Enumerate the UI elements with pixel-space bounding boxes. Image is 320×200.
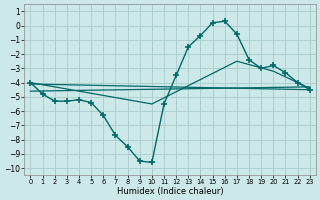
X-axis label: Humidex (Indice chaleur): Humidex (Indice chaleur) (117, 187, 223, 196)
